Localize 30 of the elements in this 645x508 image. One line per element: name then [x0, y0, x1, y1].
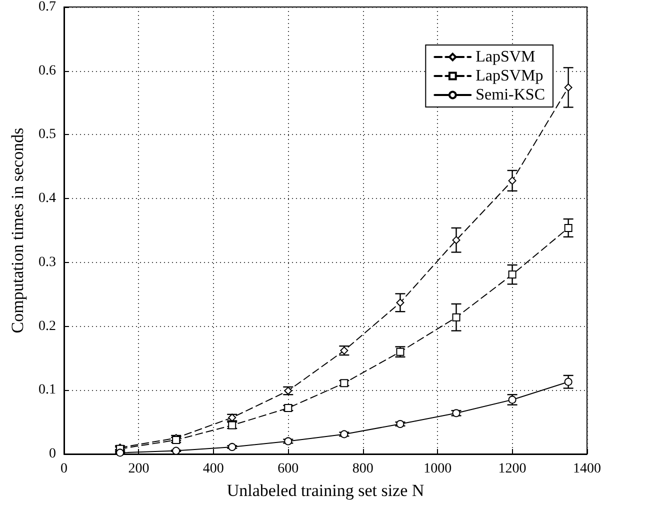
x-axis-title: Unlabeled training set size N — [226, 481, 424, 500]
point — [508, 270, 516, 279]
x-tick-label: 1000 — [424, 462, 452, 476]
y-tick-label: 0.7 — [38, 0, 56, 14]
x-tick-label: 1200 — [498, 462, 526, 476]
y-tick-label: 0.1 — [38, 382, 56, 398]
y-tick-label: 0.4 — [38, 191, 56, 206]
point — [172, 446, 180, 455]
y-axis-title: Computation times in seconds — [8, 128, 27, 334]
x-tick-label: 0 — [60, 462, 68, 476]
point — [396, 298, 404, 307]
x-tick-label: 400 — [202, 462, 224, 476]
point — [564, 224, 572, 232]
point — [564, 378, 572, 386]
legend-label: Semi-KSC — [476, 86, 545, 104]
x-tick-label: 800 — [352, 462, 374, 476]
point — [508, 176, 516, 185]
y-tick-label: 0.6 — [38, 63, 56, 78]
y-tick-label: 0.2 — [38, 318, 56, 334]
y-tick-label: 0 — [49, 446, 56, 462]
point — [116, 448, 124, 457]
x-tick-label: 600 — [278, 462, 299, 476]
point — [228, 442, 236, 451]
legend-label: LapSVM — [476, 48, 536, 66]
point — [452, 313, 460, 322]
y-tick-label: 0.5 — [38, 127, 56, 142]
x-tick-label: 200 — [128, 462, 150, 476]
x-tick-label: 1400 — [573, 462, 601, 476]
legend-label: LapSVMp — [476, 68, 544, 84]
y-tick-label: 0.3 — [38, 254, 56, 270]
